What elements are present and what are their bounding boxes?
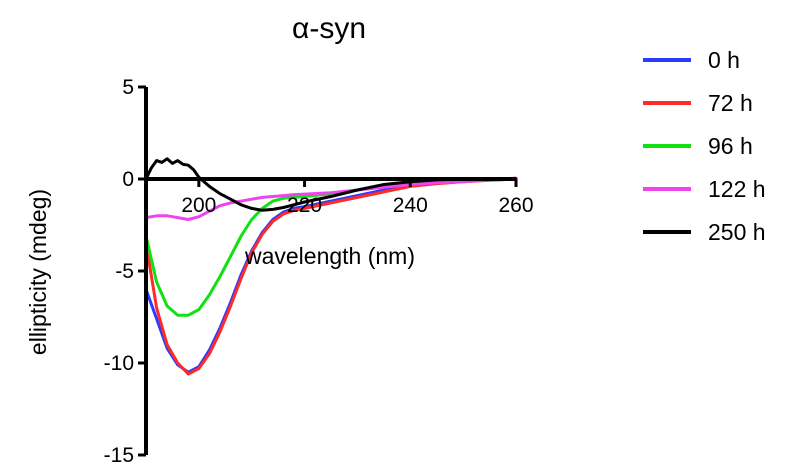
legend-label: 122 h xyxy=(708,176,766,202)
y-ticks: 5 0 -5 -10 -15 xyxy=(104,76,146,467)
series-line-122h xyxy=(144,176,518,221)
x-tick-label: 200 xyxy=(181,194,216,217)
x-axis-label: wavelength (nm) xyxy=(244,243,415,269)
series-line-72h xyxy=(144,177,518,376)
y-tick-label: -15 xyxy=(104,444,134,467)
series-line-250h xyxy=(144,157,518,212)
legend-label: 72 h xyxy=(708,90,753,116)
legend-label: 96 h xyxy=(708,133,753,159)
chart-title: α-syn xyxy=(292,12,366,45)
legend: 0 h 72 h 96 h 122 h 250 h xyxy=(643,47,766,245)
y-tick-label: -5 xyxy=(115,260,134,283)
x-tick-label: 260 xyxy=(498,194,533,217)
x-tick-label: 220 xyxy=(287,194,322,217)
x-ticks: 200 220 240 260 xyxy=(181,179,534,217)
series-layer xyxy=(144,157,518,376)
y-axis-label: ellipticity (mdeg) xyxy=(25,189,51,355)
y-tick-label: 5 xyxy=(122,76,134,99)
y-tick-label: -10 xyxy=(104,352,134,375)
legend-label: 250 h xyxy=(708,219,766,245)
y-tick-label: 0 xyxy=(122,168,134,191)
x-tick-label: 240 xyxy=(393,194,428,217)
legend-label: 0 h xyxy=(708,47,740,73)
